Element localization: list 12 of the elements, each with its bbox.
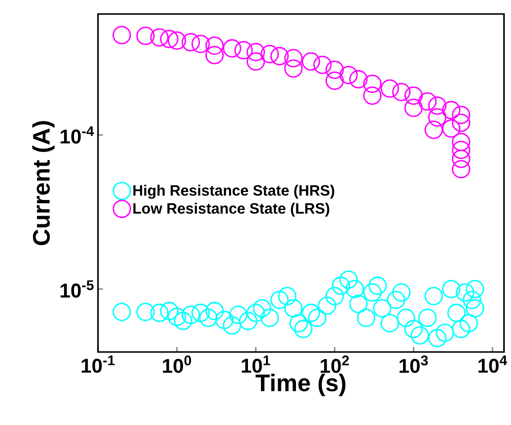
x-tick-label: 10$^{4}$ — [478, 356, 508, 373]
x-axis-title: Time (s) — [256, 374, 346, 396]
y-tick-label: 10$^{-5}$ — [60, 280, 94, 298]
legend-label: Low Resistance State (LRS) — [133, 202, 330, 217]
x-tick-label: 10$^{-1}$ — [82, 356, 115, 373]
y-tick-label: 10$^{-4}$ — [60, 126, 94, 144]
x-tick-label: 10$^{3}$ — [400, 356, 428, 373]
x-tick-label: 10$^{1}$ — [242, 356, 270, 373]
x-tick-label: 10$^{2}$ — [320, 356, 349, 373]
y-axis-title: Current (A) — [32, 121, 55, 246]
legend-label: High Resistance State (HRS) — [133, 184, 334, 199]
x-tick-label: 10$^{0}$ — [162, 356, 192, 373]
